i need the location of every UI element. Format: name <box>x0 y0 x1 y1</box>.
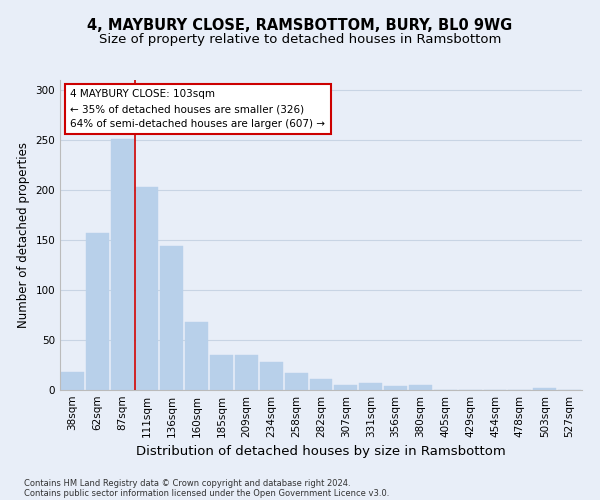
Text: 4, MAYBURY CLOSE, RAMSBOTTOM, BURY, BL0 9WG: 4, MAYBURY CLOSE, RAMSBOTTOM, BURY, BL0 … <box>88 18 512 32</box>
Bar <box>61 372 84 390</box>
Bar <box>409 385 432 390</box>
Bar <box>160 246 183 390</box>
Bar <box>384 386 407 390</box>
Text: 4 MAYBURY CLOSE: 103sqm
← 35% of detached houses are smaller (326)
64% of semi-d: 4 MAYBURY CLOSE: 103sqm ← 35% of detache… <box>70 90 325 129</box>
Y-axis label: Number of detached properties: Number of detached properties <box>17 142 30 328</box>
Bar <box>210 355 233 390</box>
Text: Contains HM Land Registry data © Crown copyright and database right 2024.: Contains HM Land Registry data © Crown c… <box>24 478 350 488</box>
Bar <box>136 187 158 390</box>
Bar <box>185 322 208 390</box>
Bar <box>285 373 308 390</box>
Bar <box>260 362 283 390</box>
Text: Contains public sector information licensed under the Open Government Licence v3: Contains public sector information licen… <box>24 488 389 498</box>
Bar <box>533 388 556 390</box>
Bar <box>86 233 109 390</box>
Bar <box>310 379 332 390</box>
Bar <box>334 385 357 390</box>
Bar <box>111 139 134 390</box>
Bar <box>359 383 382 390</box>
X-axis label: Distribution of detached houses by size in Ramsbottom: Distribution of detached houses by size … <box>136 446 506 458</box>
Text: Size of property relative to detached houses in Ramsbottom: Size of property relative to detached ho… <box>99 32 501 46</box>
Bar <box>235 355 258 390</box>
